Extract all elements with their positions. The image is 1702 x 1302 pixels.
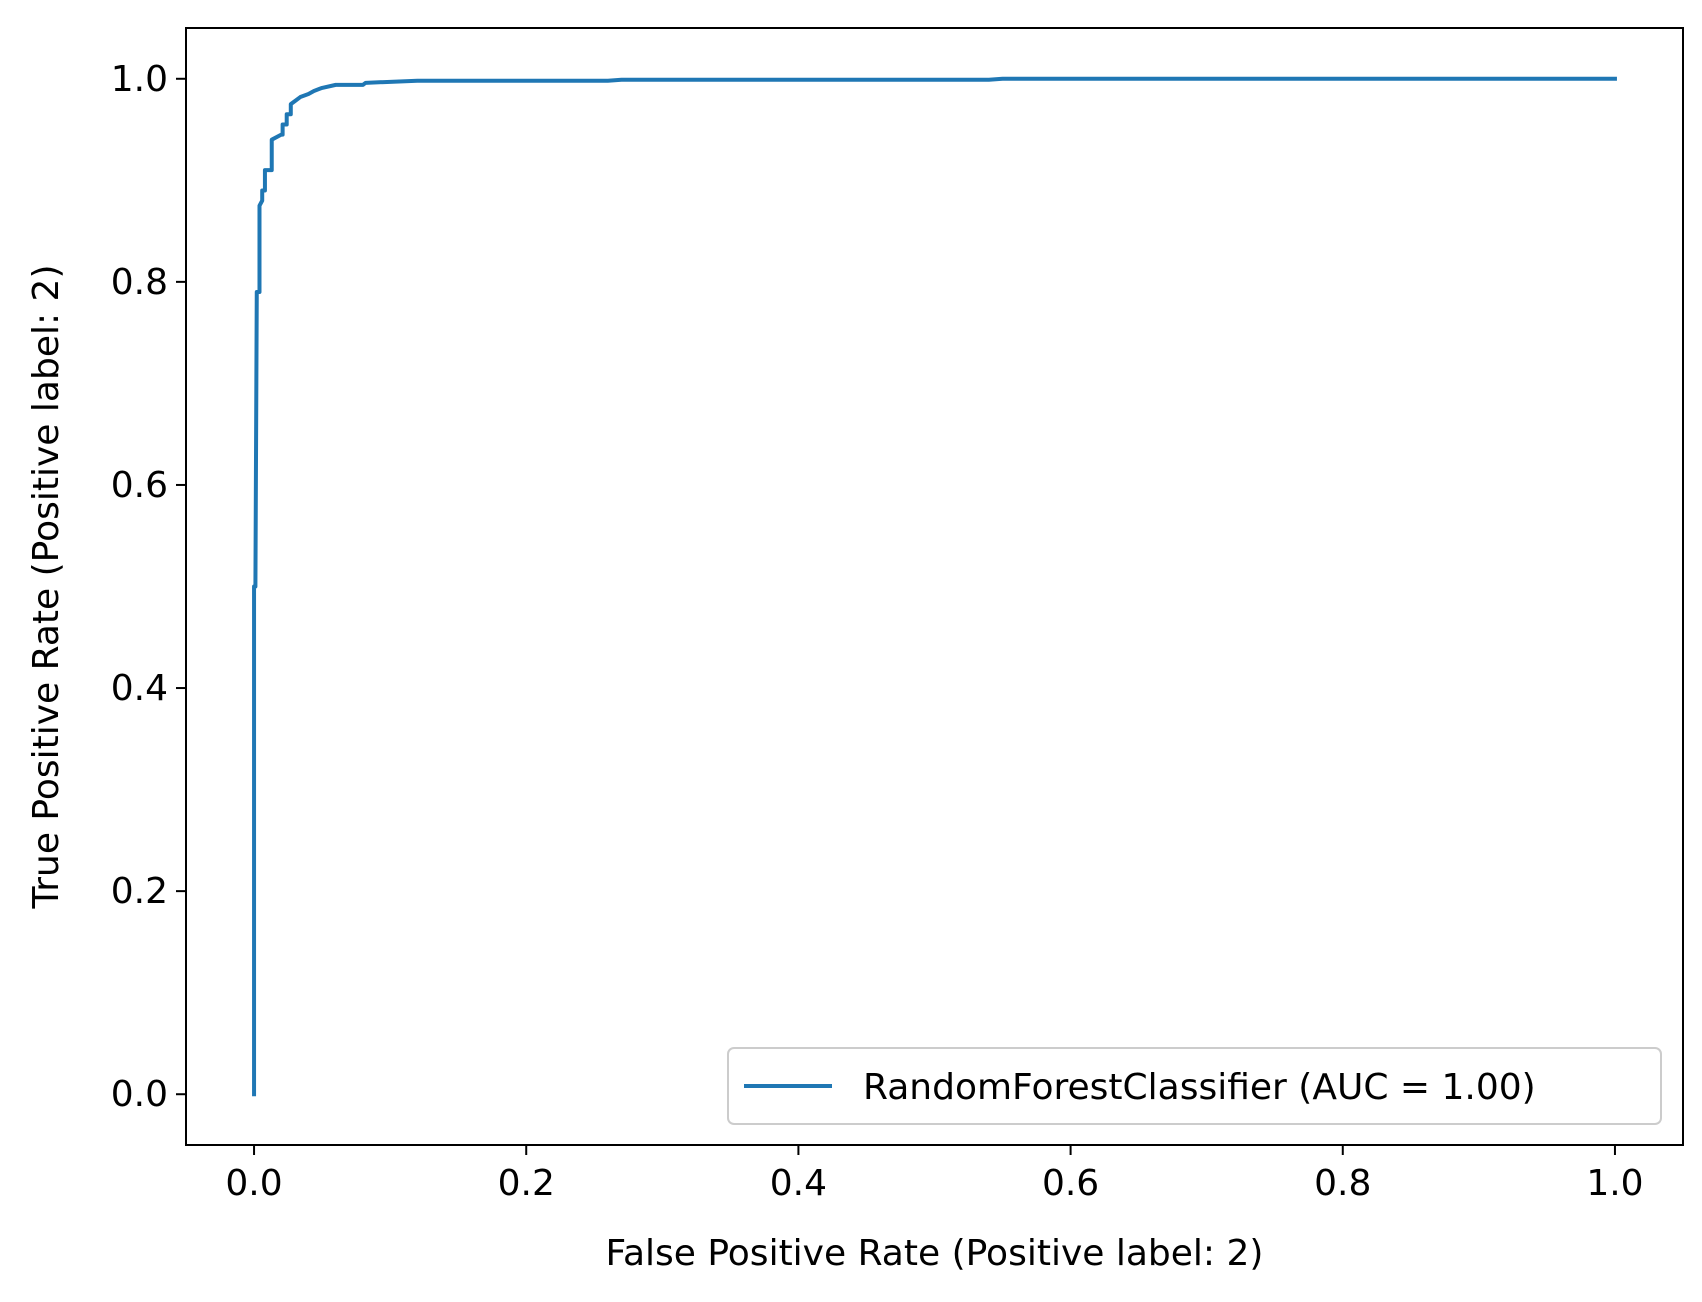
legend: RandomForestClassifier (AUC = 1.00) [727,1047,1662,1125]
axes-layer: 0.0 0.2 0.4 0.6 0.8 1.0 0.0 0.2 0.4 0.6 0.8 1.0 [111,27,1684,1204]
y-tick-label: 1.0 [111,59,168,100]
y-tick-label: 0.2 [111,871,168,912]
x-tick-label: 0.4 [770,1163,827,1204]
x-tick-label: 0.2 [498,1163,555,1204]
y-tick-label: 0.0 [111,1074,168,1115]
x-tick-label: 0.0 [225,1163,282,1204]
plot-layer [252,76,1617,1097]
y-tick-label: 0.8 [111,262,168,303]
x-axis-label: False Positive Rate (Positive label: 2) [606,1233,1264,1274]
y-tick-label: 0.4 [111,668,168,709]
legend-box [727,1047,1662,1125]
y-axis-label: True Positive Rate (Positive label: 2) [26,265,67,910]
x-tick-label: 0.8 [1314,1163,1371,1204]
x-tick-label: 1.0 [1586,1163,1643,1204]
axes-frame [185,27,1684,1146]
legend-entry-label: RandomForestClassifier (AUC = 1.00) [863,1067,1536,1108]
series-line-0 [252,76,1617,1097]
y-tick-label: 0.6 [111,465,168,506]
x-tick-label: 0.6 [1042,1163,1099,1204]
